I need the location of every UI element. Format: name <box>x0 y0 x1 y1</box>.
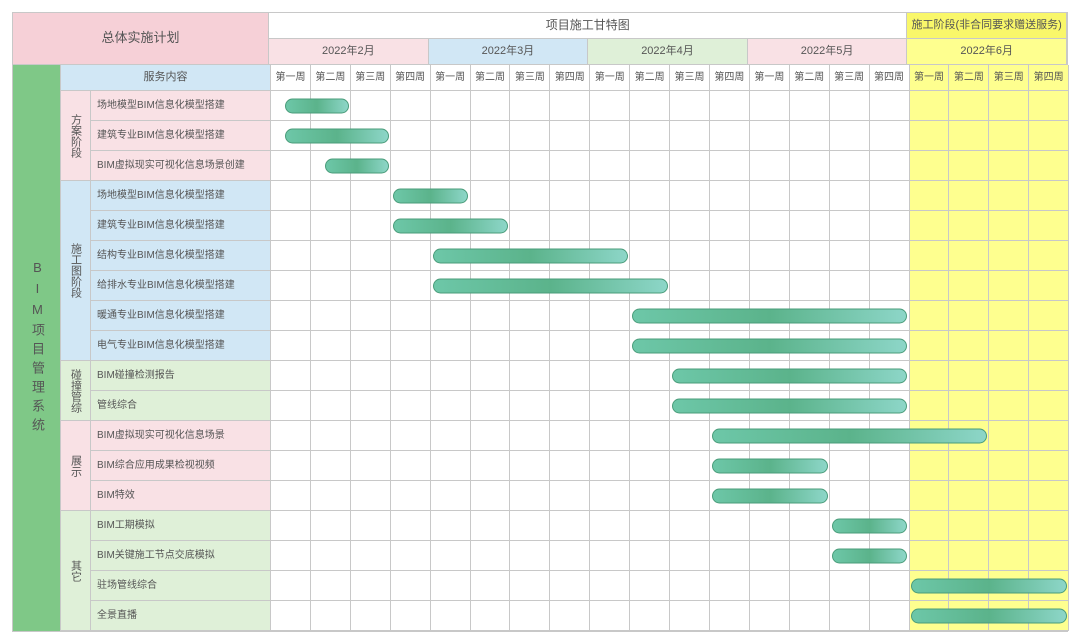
task-label: 结构专业BIM信息化模型搭建 <box>91 241 271 271</box>
week-header: 第四周 <box>870 65 910 91</box>
task-label: 给排水专业BIM信息化模型搭建 <box>91 271 271 301</box>
month-header: 2022年5月 <box>748 39 908 65</box>
gantt-bar <box>285 98 349 113</box>
task-label: BIM虚拟现实可视化信息场景 <box>91 421 271 451</box>
bar-track <box>271 361 1069 391</box>
bar-track <box>271 181 1069 211</box>
week-header: 第四周 <box>550 65 590 91</box>
gantt-bar <box>433 278 668 293</box>
task-label: BIM特效 <box>91 481 271 511</box>
plan-title: 总体实施计划 <box>13 13 269 65</box>
task-label: BIM虚拟现实可视化信息场景创建 <box>91 151 271 181</box>
bar-track <box>271 421 1069 451</box>
bar-track <box>271 571 1069 601</box>
bar-track <box>271 331 1069 361</box>
week-header: 第二周 <box>790 65 830 91</box>
week-header: 第二周 <box>949 65 989 91</box>
gantt-chart: 总体实施计划项目施工甘特图施工阶段(非合同要求赠送服务)2022年2月2022年… <box>12 12 1068 632</box>
gantt-title: 项目施工甘特图 <box>269 13 907 39</box>
week-header: 第四周 <box>391 65 431 91</box>
service-content-header: 服务内容 <box>61 65 271 91</box>
week-header: 第三周 <box>830 65 870 91</box>
construction-phase-title: 施工阶段(非合同要求赠送服务) <box>907 13 1067 39</box>
phase-label: 展示 <box>61 421 91 511</box>
bar-track <box>271 151 1069 181</box>
month-header: 2022年4月 <box>588 39 748 65</box>
gantt-bar <box>285 128 389 143</box>
task-label: BIM碰撞检测报告 <box>91 361 271 391</box>
task-label: 管线综合 <box>91 391 271 421</box>
gantt-bar <box>632 338 907 353</box>
bar-track <box>271 301 1069 331</box>
gantt-bar <box>911 608 1067 623</box>
task-label: 建筑专业BIM信息化模型搭建 <box>91 211 271 241</box>
task-label: 电气专业BIM信息化模型搭建 <box>91 331 271 361</box>
phase-label: 其它 <box>61 511 91 631</box>
week-header: 第二周 <box>311 65 351 91</box>
gantt-bar <box>672 368 907 383</box>
bar-track <box>271 541 1069 571</box>
task-label: 驻场管线综合 <box>91 571 271 601</box>
week-header: 第三周 <box>670 65 710 91</box>
gantt-bar <box>911 578 1067 593</box>
task-label: 场地模型BIM信息化模型搭建 <box>91 91 271 121</box>
bar-track <box>271 601 1069 631</box>
task-label: BIM综合应用成果检视视频 <box>91 451 271 481</box>
week-header: 第一周 <box>431 65 471 91</box>
week-header: 第三周 <box>510 65 550 91</box>
gantt-bar <box>325 158 389 173</box>
gantt-bar <box>712 458 828 473</box>
week-header: 第三周 <box>351 65 391 91</box>
gantt-bar <box>632 308 907 323</box>
gantt-bar <box>712 488 828 503</box>
phase-label: 碰撞管综 <box>61 361 91 421</box>
phase-label: 施工图阶段 <box>61 181 91 361</box>
month-header: 2022年6月 <box>907 39 1067 65</box>
bar-track <box>271 241 1069 271</box>
task-label: 建筑专业BIM信息化模型搭建 <box>91 121 271 151</box>
gantt-bar <box>832 548 908 563</box>
month-header: 2022年3月 <box>429 39 589 65</box>
bar-track <box>271 451 1069 481</box>
week-header: 第一周 <box>910 65 950 91</box>
task-label: BIM关键施工节点交底模拟 <box>91 541 271 571</box>
bar-track <box>271 511 1069 541</box>
gantt-bar <box>672 398 907 413</box>
gantt-bar <box>712 428 987 443</box>
week-header: 第二周 <box>630 65 670 91</box>
task-label: BIM工期模拟 <box>91 511 271 541</box>
gantt-bar <box>832 518 908 533</box>
gantt-bar <box>433 248 629 263</box>
task-label: 场地模型BIM信息化模型搭建 <box>91 181 271 211</box>
bar-track <box>271 481 1069 511</box>
month-header: 2022年2月 <box>269 39 429 65</box>
gantt-bar <box>393 188 469 203</box>
week-header: 第四周 <box>710 65 750 91</box>
bar-track <box>271 121 1069 151</box>
week-header: 第一周 <box>590 65 630 91</box>
bar-track <box>271 211 1069 241</box>
bar-track <box>271 391 1069 421</box>
task-label: 暖通专业BIM信息化模型搭建 <box>91 301 271 331</box>
bar-track <box>271 91 1069 121</box>
week-header: 第四周 <box>1029 65 1069 91</box>
gantt-bar <box>393 218 509 233</box>
bim-system-title: BIM项目管理系统 <box>13 65 61 631</box>
week-header: 第三周 <box>989 65 1029 91</box>
week-header: 第一周 <box>750 65 790 91</box>
task-label: 全景直播 <box>91 601 271 631</box>
phase-label: 方案阶段 <box>61 91 91 181</box>
bar-track <box>271 271 1069 301</box>
week-header: 第二周 <box>471 65 511 91</box>
week-header: 第一周 <box>271 65 311 91</box>
